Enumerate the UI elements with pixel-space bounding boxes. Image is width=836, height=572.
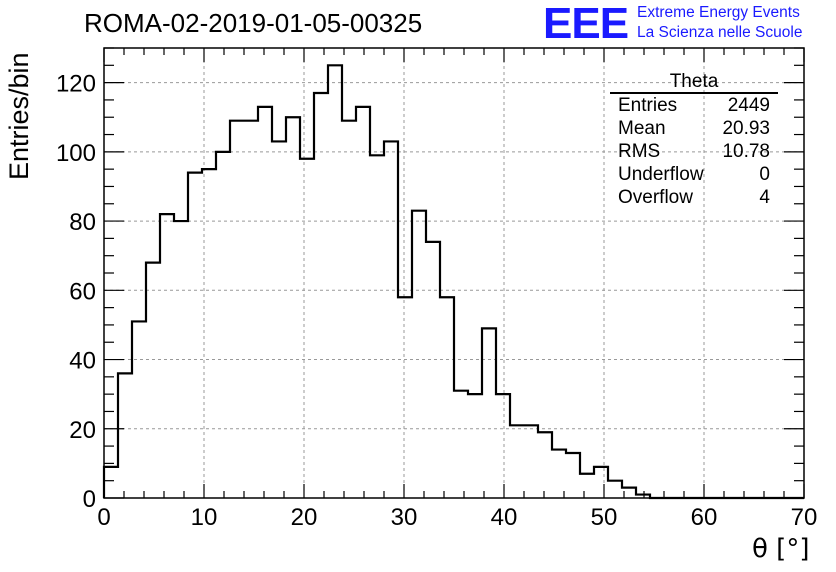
plot-frame (103, 47, 805, 499)
stats-value: 0 (759, 164, 770, 185)
y-tick-label: 120 (56, 71, 96, 98)
stats-box: Theta Entries 2449 Mean 20.93 RMS 10.78 … (610, 72, 778, 209)
y-tick-label: 0 (83, 486, 96, 513)
y-tick-label: 100 (56, 140, 96, 167)
x-axis-label: θ [°] (752, 534, 810, 564)
logo-text: Extreme Energy Events La Scienza nelle S… (637, 3, 802, 43)
chart-title: ROMA-02-2019-01-05-00325 (84, 8, 423, 38)
logo-line-2: La Scienza nelle Scuole (637, 24, 803, 41)
stats-label: Overflow (618, 187, 693, 208)
stats-row: Underflow 0 (610, 163, 778, 186)
stats-row: Mean 20.93 (610, 117, 778, 140)
stats-value: 2449 (727, 95, 770, 116)
y-tick-label: 80 (69, 209, 96, 236)
stats-row: Entries 2449 (610, 94, 778, 117)
x-tick-label: 10 (191, 504, 218, 531)
stats-label: RMS (618, 141, 661, 162)
x-tick-label: 40 (491, 504, 518, 531)
histogram-line (102, 64, 804, 500)
stats-label: Entries (618, 95, 678, 116)
logo-line-1: Extreme Energy Events (637, 4, 800, 21)
stats-row: RMS 10.78 (610, 140, 778, 163)
stats-value: 20.93 (722, 118, 770, 139)
y-axis-label: Entries/bin (4, 52, 34, 180)
x-tick-label: 70 (791, 504, 818, 531)
y-tick-label: 60 (69, 278, 96, 305)
x-tick-label: 60 (691, 504, 718, 531)
stats-value: 4 (759, 187, 770, 208)
y-tick-label: 20 (69, 417, 96, 444)
x-tick-label: 30 (391, 504, 418, 531)
stats-value: 10.78 (722, 141, 770, 162)
stats-label: Underflow (618, 164, 704, 185)
eee-logo: EEE (543, 0, 629, 48)
y-tick-label: 40 (69, 348, 96, 375)
stats-row: Overflow 4 (610, 186, 778, 209)
x-tick-label: 20 (291, 504, 318, 531)
stats-title: Theta (610, 72, 778, 94)
x-tick-label: 0 (97, 504, 110, 531)
x-tick-label: 50 (591, 504, 618, 531)
stats-label: Mean (618, 118, 666, 139)
